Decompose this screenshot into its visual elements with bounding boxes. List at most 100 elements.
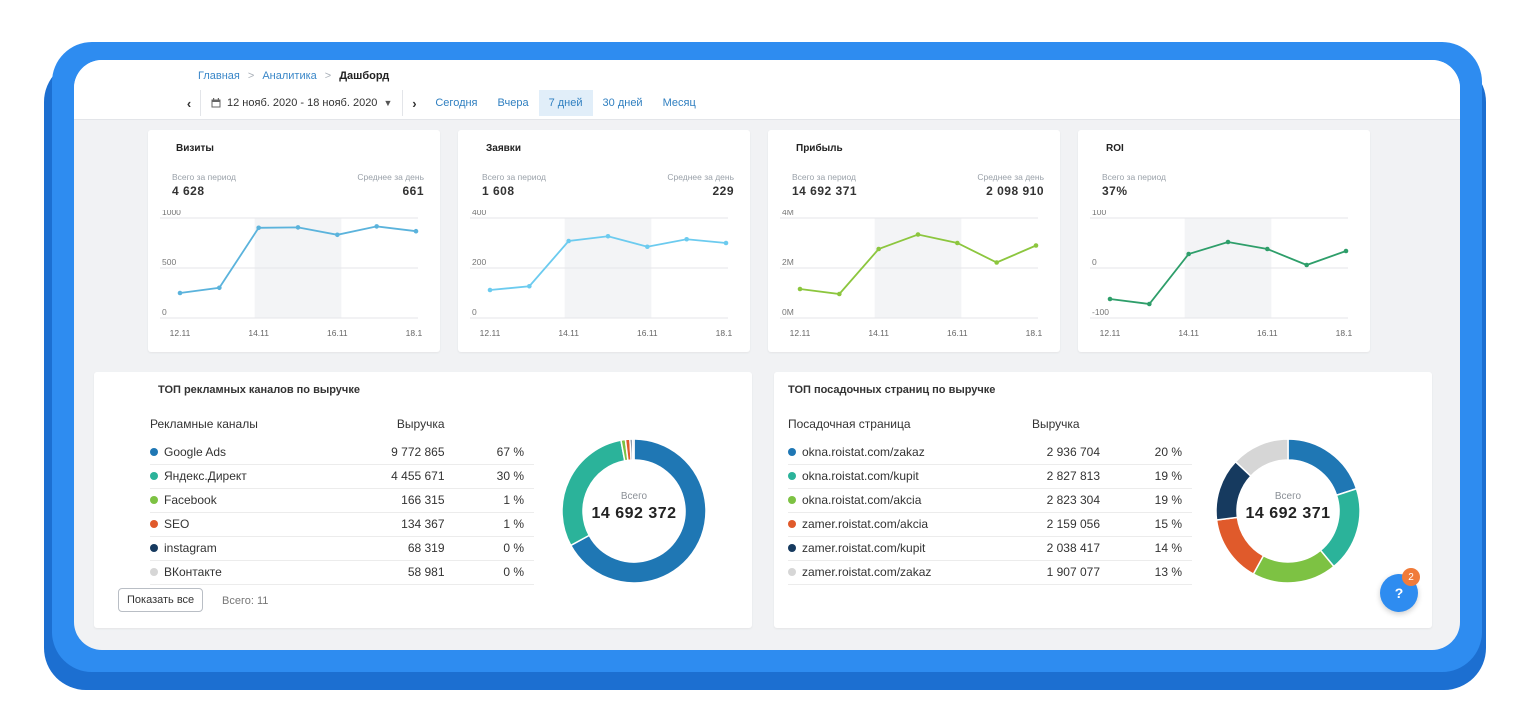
row-name: okna.roistat.com/kupit [802,469,919,483]
share-cell: 13 % [1100,560,1192,585]
revenue-cell: 2 827 813 [1008,464,1100,489]
data-point [487,287,493,293]
column-header-share [1100,416,1192,440]
legend-dot-icon [150,544,158,552]
metric-card: Прибыль Всего за период 14 692 371 Среднее … [768,130,1060,352]
table-row[interactable]: ВКонтакте 58 981 0 % [150,560,534,585]
table-row[interactable]: okna.roistat.com/kupit 2 827 813 19 % [788,464,1192,489]
y-tick-label: 1000 [162,210,181,217]
share-cell: 19 % [1100,464,1192,489]
row-name-cell: instagram [150,536,349,561]
metric-card: ROI Всего за период 37% 100 0 -100 12.11 14.11 1… [1078,130,1370,352]
date-bar: ‹ 12 нояб. 2020 - 18 нояб. 2020 ▼ › Сего… [178,90,706,116]
donut-total-value: 14 692 371 [1245,505,1331,522]
dashboard-screen: Главная > Аналитика > Дашборд ‹ 12 нояб.… [74,60,1460,650]
donut-total-value: 14 692 372 [591,505,677,522]
column-header-page: Посадочная страница [788,417,911,431]
channels-title: ТОП рекламных каналов по выручке [158,384,360,396]
metric-title: Прибыль [796,143,843,154]
x-tick-label: 16.11 [327,328,348,338]
x-tick-label: 18.11 [1026,328,1042,338]
y-tick-label: 0 [162,307,167,317]
data-point [1186,251,1191,257]
data-point [335,232,340,238]
table-row[interactable]: okna.roistat.com/zakaz 2 936 704 20 % [788,440,1192,465]
table-row[interactable]: zamer.roistat.com/kupit 2 038 417 14 % [788,536,1192,561]
metric-title: Визиты [176,143,214,154]
table-row[interactable]: Яндекс.Директ 4 455 671 30 % [150,464,534,489]
period-tab[interactable]: Вчера [497,97,529,109]
date-range-picker[interactable]: 12 нояб. 2020 - 18 нояб. 2020 ▼ [200,90,404,116]
data-point [1304,262,1309,268]
legend-dot-icon [788,496,796,504]
table-row[interactable]: zamer.roistat.com/akcia 2 159 056 15 % [788,512,1192,537]
share-cell: 15 % [1100,512,1192,537]
breadcrumb-current: Дашборд [339,70,390,82]
revenue-cell: 2 936 704 [1008,440,1100,465]
data-point [1107,296,1113,302]
row-name-cell: zamer.roistat.com/zakaz [788,560,1008,585]
x-tick-label: 18.11 [716,328,732,338]
metric-card: Визиты Всего за период 4 628 Среднее за ден… [148,130,440,352]
channels-table: Рекламные каналы Выручка Google Ads 9 772… [150,416,534,585]
period-tab[interactable]: Сегодня [435,97,478,109]
x-tick-label: 12.11 [790,328,811,338]
breadcrumb-home[interactable]: Главная [198,70,240,82]
metric-title: ROI [1106,143,1124,154]
x-tick-label: 16.11 [947,328,968,338]
avg-per-day-value: 2 098 910 [986,184,1044,198]
legend-dot-icon [788,544,796,552]
total-period-value: 14 692 371 [792,184,858,198]
prev-period-button[interactable]: ‹ [186,95,192,111]
landing-pages-donut-chart [1215,438,1361,584]
revenue-cell: 2 038 417 [1008,536,1100,561]
next-period-button[interactable]: › [412,95,417,111]
legend-dot-icon [150,496,158,504]
donut-total-label: Всего [1274,491,1302,502]
x-tick-label: 12.11 [480,328,501,338]
breadcrumb-analytics[interactable]: Аналитика [262,70,317,82]
x-tick-label: 14.11 [558,328,579,338]
period-tab[interactable]: Месяц [662,97,696,109]
table-row[interactable]: zamer.roistat.com/zakaz 1 907 077 13 % [788,560,1192,585]
table-row[interactable]: okna.roistat.com/akcia 2 823 304 19 % [788,488,1192,513]
legend-dot-icon [150,520,158,528]
show-all-button[interactable]: Показать все [118,588,204,612]
data-point [566,238,571,244]
data-point [684,236,689,242]
revenue-cell: 134 367 [348,512,445,537]
data-point [413,228,419,234]
table-row[interactable]: instagram 68 319 0 % [150,536,534,561]
table-row[interactable]: Google Ads 9 772 865 67 % [150,440,534,465]
avg-per-day-label: Среднее за день [977,172,1044,182]
y-tick-label: 0 [472,307,477,317]
row-name: SEO [164,517,190,531]
period-tab[interactable]: 7 дней [538,90,593,116]
row-name-cell: ВКонтакте [150,560,349,585]
table-row[interactable]: SEO 134 367 1 % [150,512,534,537]
revenue-cell: 58 981 [348,560,445,585]
calendar-icon [211,98,221,108]
channels-donut-chart [561,438,707,584]
legend-dot-icon [788,447,796,456]
legend-dot-icon [788,520,796,528]
row-name: Яндекс.Директ [164,469,247,483]
y-tick-label: 200 [472,257,486,267]
column-header-share [445,416,534,440]
period-tab[interactable]: 30 дней [602,97,643,109]
data-point [527,283,532,289]
share-cell: 67 % [444,440,534,465]
x-tick-label: 14.11 [248,328,269,338]
x-tick-label: 16.11 [1257,328,1278,338]
share-cell: 0 % [444,536,534,561]
total-period-label: Всего за период [172,172,236,182]
channels-card: ТОП рекламных каналов по выручке Рекламн… [94,372,752,628]
donut-slice [569,438,707,584]
table-row[interactable]: Facebook 166 315 1 % [150,488,534,513]
row-name: Google Ads [164,444,227,459]
row-name: instagram [164,541,217,555]
column-header-channel: Рекламные каналы [150,417,258,431]
row-name-cell: SEO [150,512,349,537]
notification-badge: 2 [1402,568,1420,586]
row-name: okna.roistat.com/akcia [802,493,922,507]
